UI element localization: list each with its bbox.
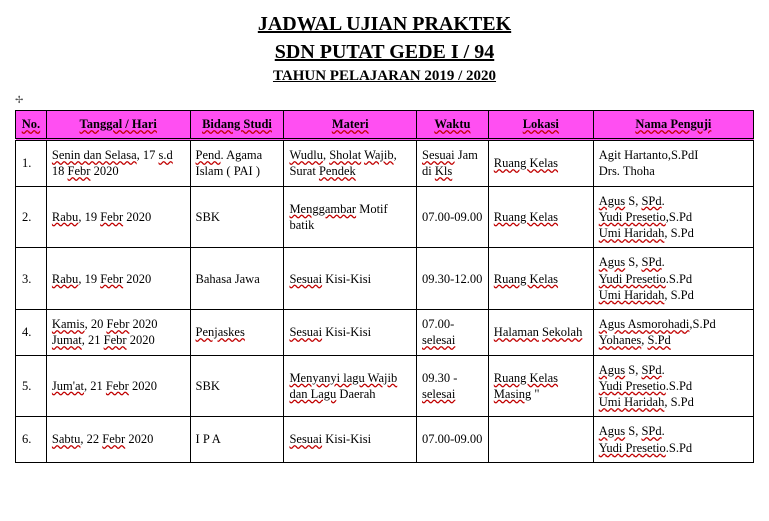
cell-no: 1. [16,140,47,187]
cell-lokasi: Ruang Kelas Masing " [488,355,593,417]
table-row: 5.Jum'at, 21 Febr 2020SBKMenyanyi lagu W… [16,355,754,417]
cell-lokasi: Ruang Kelas [488,140,593,187]
cell-tanggal: Rabu, 19 Febr 2020 [46,248,190,310]
cell-waktu: 09.30 - selesai [417,355,489,417]
cell-lokasi: Halaman Sekolah [488,310,593,356]
cell-lokasi: Ruang Kelas [488,186,593,248]
schedule-table: No. Tanggal / Hari Bidang Studi Materi W… [15,110,754,463]
cell-lokasi [488,417,593,463]
cell-bidang: Pend. Agama Islam ( PAI ) [190,140,284,187]
cell-tanggal: Jum'at, 21 Febr 2020 [46,355,190,417]
table-row: 6.Sabtu, 22 Febr 2020I P ASesuai Kisi-Ki… [16,417,754,463]
title-line-3: TAHUN PELAJARAN 2019 / 2020 [15,66,754,87]
cell-penguji: Agus Asmorohadi,S.PdYohanes, S.Pd [593,310,753,356]
cell-tanggal: Rabu, 19 Febr 2020 [46,186,190,248]
table-anchor-icon: ✢ [15,95,754,106]
cell-lokasi: Ruang Kelas [488,248,593,310]
cell-tanggal: Sabtu, 22 Febr 2020 [46,417,190,463]
cell-tanggal: Kamis, 20 Febr 2020Jumat, 21 Febr 2020 [46,310,190,356]
table-header-row: No. Tanggal / Hari Bidang Studi Materi W… [16,111,754,140]
cell-no: 6. [16,417,47,463]
title-line-2: SDN PUTAT GEDE I / 94 [15,38,754,66]
table-row: 2.Rabu, 19 Febr 2020SBKMenggambar Motif … [16,186,754,248]
cell-bidang: Bahasa Jawa [190,248,284,310]
cell-penguji: Agus S, SPd.Yudi Presetio.S.PdUmi Harida… [593,355,753,417]
header-waktu: Waktu [417,111,489,140]
cell-materi: Sesuai Kisi-Kisi [284,248,417,310]
table-body: 1.Senin dan Selasa, 17 s.d 18 Febr 2020P… [16,140,754,463]
cell-no: 3. [16,248,47,310]
cell-materi: Sesuai Kisi-Kisi [284,417,417,463]
cell-waktu: 07.00-selesai [417,310,489,356]
header-no: No. [16,111,47,140]
table-row: 1.Senin dan Selasa, 17 s.d 18 Febr 2020P… [16,140,754,187]
cell-no: 4. [16,310,47,356]
cell-waktu: 07.00-09.00 [417,186,489,248]
header-penguji: Nama Penguji [593,111,753,140]
cell-materi: Wudlu, Sholat Wajib, Surat Pendek [284,140,417,187]
title-block: JADWAL UJIAN PRAKTEK SDN PUTAT GEDE I / … [15,10,754,87]
cell-no: 2. [16,186,47,248]
cell-bidang: I P A [190,417,284,463]
cell-bidang: SBK [190,355,284,417]
title-line-1: JADWAL UJIAN PRAKTEK [15,10,754,38]
header-tanggal: Tanggal / Hari [46,111,190,140]
cell-bidang: SBK [190,186,284,248]
cell-penguji: Agus S, SPd.Yudi Presetio.S.Pd [593,417,753,463]
header-materi: Materi [284,111,417,140]
cell-waktu: 07.00-09.00 [417,417,489,463]
header-lokasi: Lokasi [488,111,593,140]
table-row: 3.Rabu, 19 Febr 2020Bahasa JawaSesuai Ki… [16,248,754,310]
table-row: 4.Kamis, 20 Febr 2020Jumat, 21 Febr 2020… [16,310,754,356]
cell-waktu: 09.30-12.00 [417,248,489,310]
cell-penguji: Agus S, SPd.Yudi Presetio.S.PdUmi Harida… [593,248,753,310]
cell-materi: Sesuai Kisi-Kisi [284,310,417,356]
cell-tanggal: Senin dan Selasa, 17 s.d 18 Febr 2020 [46,140,190,187]
cell-waktu: Sesuai Jam di Kls [417,140,489,187]
cell-materi: Menyanyi lagu Wajib dan Lagu Daerah [284,355,417,417]
cell-bidang: Penjaskes [190,310,284,356]
cell-materi: Menggambar Motif batik [284,186,417,248]
cell-no: 5. [16,355,47,417]
cell-penguji: Agit Hartanto,S.PdIDrs. Thoha [593,140,753,187]
cell-penguji: Agus S, SPd.Yudi Presetio,S.PdUmi Harida… [593,186,753,248]
header-bidang: Bidang Studi [190,111,284,140]
